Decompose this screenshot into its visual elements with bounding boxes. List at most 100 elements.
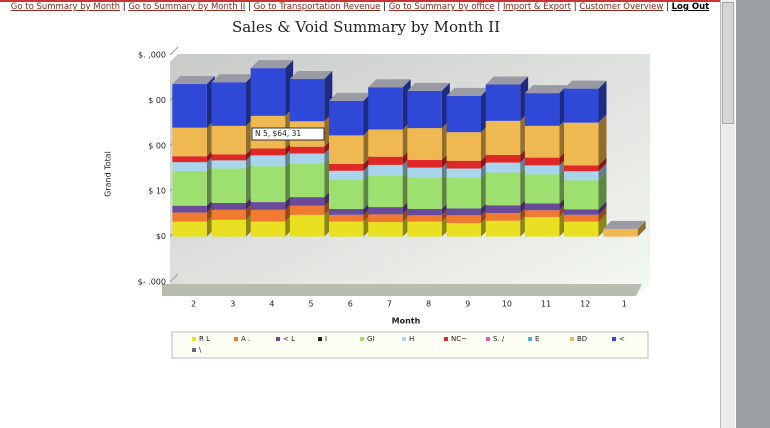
bar-segment <box>211 82 246 126</box>
bar-segment <box>368 222 403 237</box>
bar-segment <box>446 95 481 133</box>
floor <box>162 284 642 296</box>
bar-top <box>211 74 254 83</box>
x-tick-label: 6 <box>348 300 353 309</box>
nav-link[interactable]: Go to Summary by Month II <box>128 2 246 12</box>
bar-segment <box>564 165 599 172</box>
chart: Sales & Void Summary by Month II Grand T… <box>104 18 650 359</box>
bar-segment <box>524 125 560 158</box>
bar-side <box>598 163 607 181</box>
bar-top <box>250 60 294 69</box>
legend-label: < <box>619 335 625 343</box>
nav-link[interactable]: Customer Overview <box>579 2 664 12</box>
bar-top <box>172 76 215 85</box>
bar-segment <box>329 170 364 180</box>
bar-segment <box>446 208 481 216</box>
bar-segment <box>250 155 286 167</box>
legend-label: A . <box>241 335 250 343</box>
x-axis-title: Month <box>392 317 421 326</box>
legend-label: \ <box>199 346 202 354</box>
bar-segment <box>172 84 207 128</box>
y-tick-label: $. ,000 <box>138 51 166 60</box>
legend-swatch <box>360 337 364 341</box>
bar-segment <box>407 159 442 168</box>
bar-segment <box>329 221 364 237</box>
bar-segment <box>368 175 403 208</box>
bar-segment <box>172 127 207 157</box>
bar-top <box>564 80 607 89</box>
bar-segment <box>564 209 599 215</box>
grid-line <box>169 46 179 56</box>
bar-segment <box>368 129 403 157</box>
nav-link[interactable]: Go to Summary by Month <box>10 2 121 12</box>
bar-segment <box>329 163 364 171</box>
nav-link[interactable]: Go to Summary by office <box>388 2 495 12</box>
y-tick-label: $0 <box>156 232 166 241</box>
bar-segment <box>446 222 481 237</box>
bar-side <box>598 80 607 123</box>
bar-segment <box>485 212 521 221</box>
bar-segment <box>524 210 560 218</box>
bar-segment <box>603 228 638 237</box>
bar-top <box>603 220 646 229</box>
nav-link[interactable]: Log Out <box>671 2 710 12</box>
bar-segment <box>564 214 599 222</box>
bar-segment <box>289 214 325 237</box>
bar-segment <box>211 209 246 220</box>
bar-segment <box>368 87 403 130</box>
bar-segment <box>211 154 246 161</box>
bar-segment <box>250 221 286 237</box>
legend-swatch <box>486 337 490 341</box>
legend-label: < L <box>283 335 295 343</box>
bar-top <box>407 82 450 91</box>
bar-segment <box>289 205 325 215</box>
bar-side <box>598 172 607 210</box>
x-tick-label: 3 <box>230 300 235 309</box>
legend-label: R L <box>199 335 210 343</box>
bar-side <box>598 206 607 222</box>
bar-top <box>446 87 489 96</box>
bar-segment <box>485 84 521 121</box>
bar-segment <box>407 90 442 129</box>
legend-swatch <box>234 337 238 341</box>
legend-label: NC~ <box>451 335 467 343</box>
nav-bar: Go to Summary by Month | Go to Summary b… <box>0 0 720 14</box>
bar-segment <box>446 215 481 223</box>
legend-label: BD <box>577 335 587 343</box>
x-tick-label: 8 <box>426 300 431 309</box>
grid-line <box>169 273 179 283</box>
bar-segment <box>485 205 521 213</box>
legend-box <box>171 331 649 359</box>
bar-side <box>637 220 646 237</box>
x-tick-label: 11 <box>541 300 551 309</box>
bar-segment <box>329 208 364 215</box>
bar-segment <box>407 128 442 160</box>
legend-swatch <box>276 337 280 341</box>
bar-segment <box>289 163 325 198</box>
bar-segment <box>329 135 364 164</box>
bar-segment <box>485 162 521 173</box>
legend-swatch <box>318 337 322 341</box>
bar-segment <box>446 160 481 169</box>
window-background <box>736 0 770 428</box>
y-tick-label: $ 00 <box>148 141 166 150</box>
bar-side <box>598 201 607 215</box>
bar-top <box>368 79 411 88</box>
bar-segment <box>407 215 442 222</box>
tooltip-text: N 5, $64, 31 <box>255 129 301 138</box>
x-tick-label: 9 <box>465 300 470 309</box>
x-tick-label: 5 <box>309 300 314 309</box>
nav-link[interactable]: Import & Export <box>502 2 572 12</box>
bar-segment <box>329 179 364 209</box>
bar-segment <box>368 214 403 223</box>
bar-segment <box>446 132 481 161</box>
y-tick-label: $ 10 <box>148 187 166 196</box>
nav-link[interactable]: Go to Transportation Revenue <box>253 2 381 12</box>
x-tick-label: 2 <box>191 300 196 309</box>
bar-segment <box>211 125 246 155</box>
bar-segment <box>172 156 207 163</box>
bar-segment <box>564 180 599 210</box>
bar-segment <box>211 168 246 204</box>
scroll-thumb[interactable] <box>722 2 734 124</box>
